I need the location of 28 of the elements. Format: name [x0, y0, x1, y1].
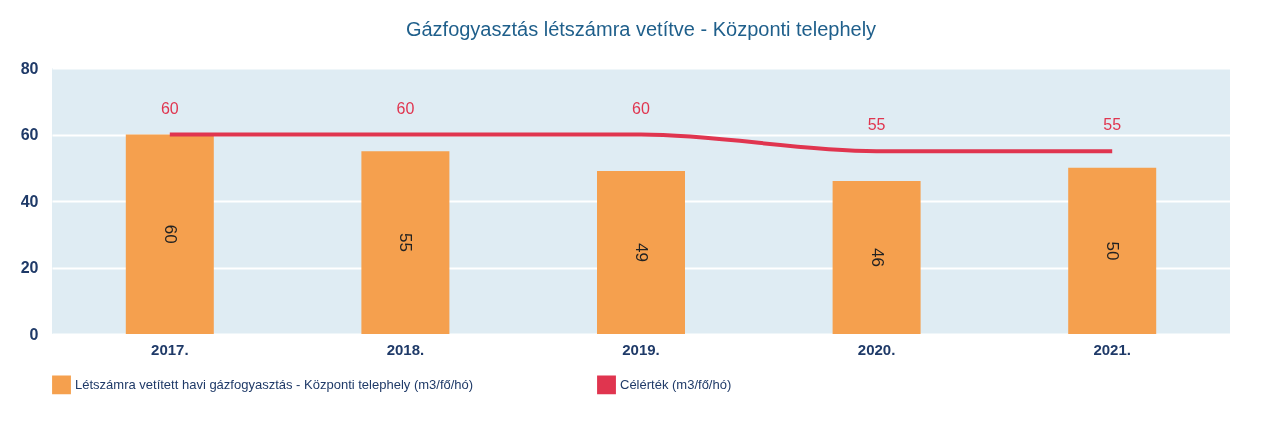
x-tick-label: 2019.	[622, 340, 660, 358]
legend-label: Létszámra vetített havi gázfogyasztás - Központi telephely (m3/fő/hó)	[75, 376, 474, 392]
x-tick-label: 2018.	[386, 340, 425, 358]
y-tick-label: 80	[20, 59, 39, 77]
data-label: 60	[160, 99, 179, 117]
x-tick-label: 2017.	[151, 340, 189, 358]
data-label: 50	[1103, 241, 1123, 261]
chart-title: Gázfogyasztás létszámra vetítve - Központi telephely	[405, 18, 877, 40]
bar	[832, 181, 921, 334]
data-label: 55	[1103, 116, 1122, 134]
data-label: 55	[396, 233, 416, 253]
y-tick-label: 60	[20, 126, 39, 143]
bar	[597, 171, 685, 334]
bar	[361, 151, 450, 334]
data-label: 60	[632, 99, 650, 117]
y-tick-label: 40	[20, 192, 39, 210]
x-tick-label: 2021.	[1093, 340, 1131, 358]
legend-label: Célérték (m3/fő/hó)	[620, 376, 732, 392]
data-label: 60	[396, 99, 415, 117]
data-label: 55	[867, 116, 886, 134]
x-tick-label: 2020.	[857, 340, 896, 358]
data-label: 60	[160, 224, 180, 244]
bar	[1068, 167, 1157, 334]
bar	[125, 134, 214, 334]
data-label: 46	[867, 248, 887, 267]
y-tick-label: 0	[29, 325, 39, 343]
y-tick-label: 20	[20, 259, 39, 276]
data-label: 49	[632, 243, 651, 262]
